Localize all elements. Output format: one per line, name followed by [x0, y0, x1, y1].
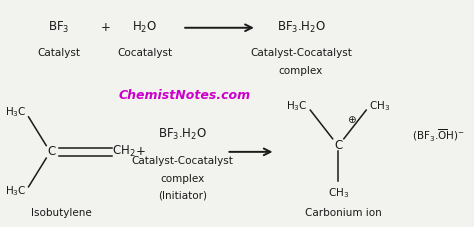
Text: (BF$_3$.$\overline{\rm O}$H)$^{-}$: (BF$_3$.$\overline{\rm O}$H)$^{-}$	[412, 128, 465, 144]
Text: BF$_3$.H$_2$O: BF$_3$.H$_2$O	[158, 127, 207, 143]
Text: C: C	[334, 139, 342, 152]
Text: H$_3$C: H$_3$C	[5, 106, 26, 119]
Text: H$_2$O: H$_2$O	[132, 20, 157, 35]
Text: Isobutylene: Isobutylene	[31, 208, 91, 218]
Text: complex: complex	[160, 174, 204, 184]
Text: Carbonium ion: Carbonium ion	[304, 208, 381, 218]
Text: C: C	[48, 145, 56, 158]
Text: BF$_3$: BF$_3$	[48, 20, 70, 35]
Text: +: +	[136, 145, 145, 158]
Text: Catalyst: Catalyst	[37, 48, 80, 58]
Text: +: +	[100, 21, 110, 34]
Text: complex: complex	[279, 66, 323, 76]
Text: ChemistNotes.com: ChemistNotes.com	[118, 89, 251, 102]
Text: H$_3$C: H$_3$C	[5, 184, 26, 198]
Text: CH$_2$: CH$_2$	[112, 144, 136, 159]
Text: CH$_3$: CH$_3$	[368, 99, 390, 113]
Text: H$_3$C: H$_3$C	[286, 99, 308, 113]
Text: BF$_3$.H$_2$O: BF$_3$.H$_2$O	[277, 20, 325, 35]
Text: Catalyst-Cocatalyst: Catalyst-Cocatalyst	[250, 48, 352, 58]
Text: CH$_3$: CH$_3$	[328, 187, 349, 200]
Text: Catalyst-Cocatalyst: Catalyst-Cocatalyst	[131, 156, 233, 166]
Text: $\oplus$: $\oplus$	[347, 114, 357, 125]
Text: Cocatalyst: Cocatalyst	[118, 48, 173, 58]
Text: (Initiator): (Initiator)	[158, 191, 207, 201]
